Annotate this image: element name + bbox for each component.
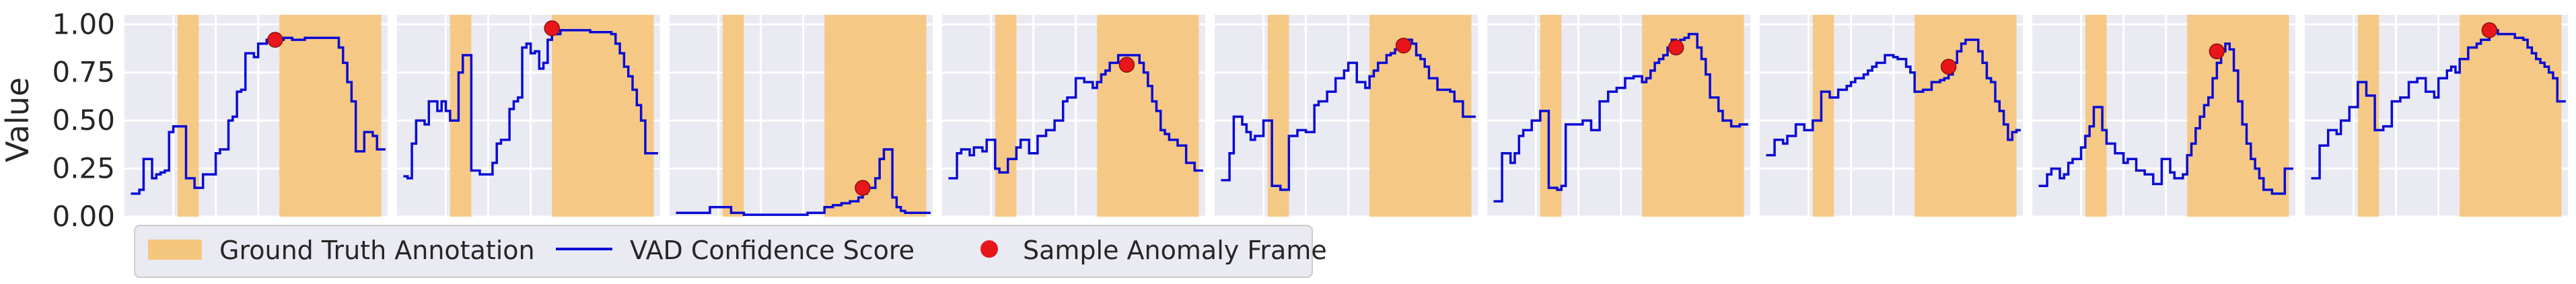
anomaly-frame-marker (855, 180, 871, 196)
anomaly-frame-marker (544, 20, 560, 36)
ground-truth-span (1369, 15, 1472, 217)
confidence-score-line (2311, 29, 2566, 180)
y-tick-label: 0.75 (52, 56, 115, 89)
subplot-panel (1215, 15, 1478, 218)
y-axis-ticks: 0.00 0.25 0.50 0.75 1.00 (52, 7, 115, 233)
subplot-panel (670, 15, 933, 218)
confidence-score-line (1493, 32, 1748, 203)
legend-annotation-label: Ground Truth Annotation (219, 236, 535, 265)
legend-frame (134, 225, 1313, 278)
confidence-score-line (403, 29, 658, 180)
subplot-panel (124, 15, 388, 218)
ground-truth-span (1915, 15, 2017, 217)
subplot-panel (1760, 15, 2023, 218)
ground-truth-span (552, 15, 654, 217)
legend-marker-swatch (980, 240, 998, 258)
y-tick-label: 0.50 (52, 104, 115, 137)
subplot-panel (2032, 15, 2295, 218)
confidence-score-line (676, 148, 931, 216)
subplot-panel (397, 15, 660, 218)
legend-annotation-swatch (148, 240, 202, 260)
ground-truth-span (450, 15, 472, 217)
y-axis-label: Value (0, 77, 36, 162)
ground-truth-span (995, 15, 1017, 217)
ground-truth-span (2460, 15, 2562, 217)
ground-truth-span (1540, 15, 1562, 217)
subplot-panel (1487, 15, 1750, 218)
confidence-score-line (131, 36, 386, 195)
anomaly-frame-marker (2481, 22, 2498, 38)
legend-line-label: VAD Confidence Score (630, 236, 915, 265)
y-tick-label: 1.00 (52, 7, 115, 40)
y-tick-label: 0.00 (52, 200, 115, 233)
subplot-panel (2305, 15, 2568, 218)
y-tick-label: 0.25 (52, 152, 115, 185)
subplot-row (124, 15, 2568, 218)
legend: Ground Truth Annotation VAD Confidence S… (134, 225, 1327, 278)
confidence-score-line (2038, 42, 2293, 195)
subplot-panel (942, 15, 1205, 218)
anomaly-frame-marker (1118, 57, 1135, 73)
anomaly-frame-marker (1940, 59, 1957, 75)
confidence-score-line (1221, 38, 1476, 191)
anomaly-frame-marker (1395, 37, 1412, 54)
ground-truth-span (1812, 15, 1834, 217)
ground-truth-span (279, 15, 382, 217)
anomaly-frame-marker (2209, 43, 2225, 60)
confidence-score-line (948, 54, 1203, 180)
anomaly-frame-marker (1668, 39, 1684, 56)
ground-truth-span (1097, 15, 1199, 217)
anomaly-frame-marker (267, 32, 283, 48)
ground-truth-span (722, 15, 744, 217)
confidence-score-line (1766, 38, 2021, 157)
ground-truth-span (1642, 15, 1744, 217)
legend-marker-label: Sample Anomaly Frame (1023, 236, 1327, 265)
